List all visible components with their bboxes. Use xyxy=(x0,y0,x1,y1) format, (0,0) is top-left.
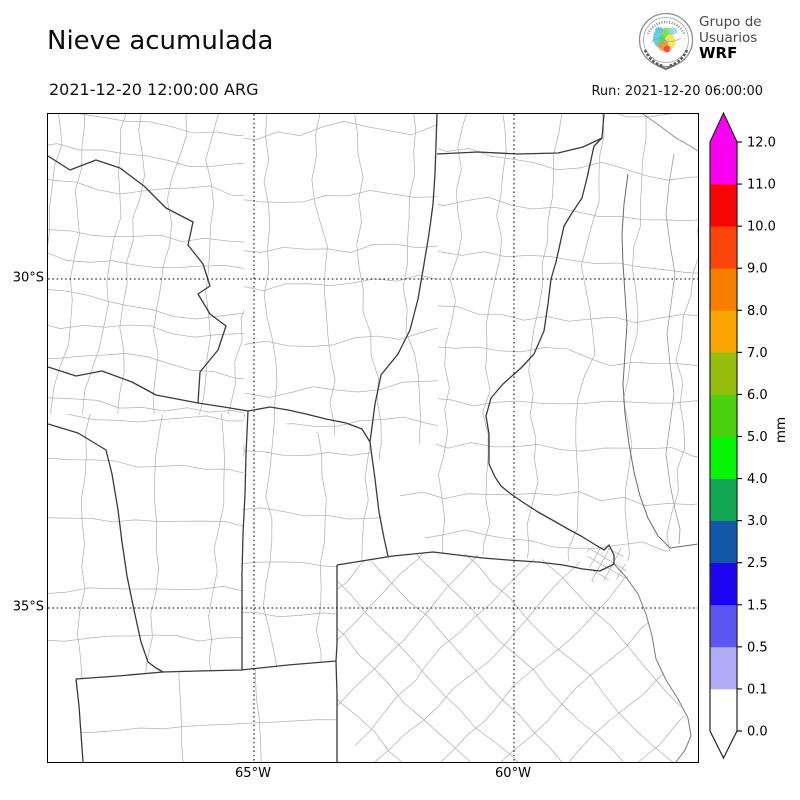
logo-line-2: Usuarios xyxy=(699,29,758,46)
valid-time-label: 2021-12-20 12:00:00 ARG xyxy=(49,80,259,99)
colorbar-segment xyxy=(710,310,737,353)
department-boundaries-region xyxy=(48,114,244,414)
colorbar-segment xyxy=(710,478,737,522)
colorbar-segment xyxy=(710,520,737,564)
colorbar-segment xyxy=(710,268,737,311)
run-time-label: Run: 2021-12-20 06:00:00 xyxy=(591,84,763,99)
department-boundaries-region xyxy=(76,661,336,762)
wrf-logo-seal-icon xyxy=(638,12,694,71)
province-boundaries xyxy=(48,114,615,762)
colorbar-segment xyxy=(710,184,737,227)
colorbar-segment xyxy=(710,604,737,648)
colorbar-tick-label: 10.0 xyxy=(747,220,776,235)
colorbar-unit-label: mm xyxy=(773,416,790,444)
colorbar-tick-label: 11.0 xyxy=(747,178,776,193)
page-title: Nieve acumulada xyxy=(47,26,274,56)
colorbar-tick-label: 3.0 xyxy=(747,514,768,529)
colorbar-tick-label: 6.0 xyxy=(747,388,768,403)
logo-line-1: Grupo de xyxy=(699,14,762,30)
colorbar-tick-label: 8.0 xyxy=(747,304,768,319)
map-plot-area xyxy=(47,113,699,763)
colorbar-tick-label: 4.0 xyxy=(747,472,768,487)
colorbar-tick-label: 12.0 xyxy=(747,136,776,151)
colorbar-tick-label: 0.0 xyxy=(747,725,768,740)
colorbar-segment xyxy=(710,226,737,269)
colorbar-tick-label: 0.1 xyxy=(747,682,768,697)
colorbar-segment xyxy=(710,142,737,185)
y-axis-tick-label: 30°S xyxy=(12,270,44,286)
rivers-and-coastline xyxy=(613,114,698,762)
department-boundaries-region xyxy=(370,114,698,564)
department-boundaries-region xyxy=(48,414,244,679)
department-boundaries-region xyxy=(244,114,438,444)
colorbar-segment xyxy=(710,352,737,395)
colorbar-tick-label: 2.5 xyxy=(747,556,768,571)
colorbar-segment xyxy=(710,394,737,437)
graticule-dotted-lines xyxy=(48,114,698,762)
x-axis-tick-label: 65°W xyxy=(235,766,271,781)
colorbar-tick-label: 1.5 xyxy=(747,598,768,613)
colorbar-segment xyxy=(710,562,737,606)
colorbar-tick-label: 5.0 xyxy=(747,430,768,445)
colorbar-tick-label: 7.0 xyxy=(747,346,768,361)
colorbar-segment xyxy=(710,646,737,690)
logo-line-wrf: WRF xyxy=(699,44,738,62)
colorbar-under-arrow xyxy=(710,731,737,758)
colorbar-segment xyxy=(710,688,737,732)
x-axis-tick-label: 60°W xyxy=(495,766,531,781)
colorbar-scale: 0.0 0.1 0.5 1.5 2.5 3.0 4.0 5.0 6.0 7.0 8.0 9.0 10.0… xyxy=(709,111,776,760)
department-boundaries-region xyxy=(586,548,628,582)
wrf-users-group-logo: Grupo de Usuarios WRF xyxy=(637,12,797,76)
colorbar-over-arrow xyxy=(710,113,737,142)
y-axis-tick-label: 35°S xyxy=(12,599,44,615)
colorbar-tick-label: 0.5 xyxy=(747,640,768,655)
department-boundaries-region xyxy=(241,414,388,670)
colorbar: 0.0 0.1 0.5 1.5 2.5 3.0 4.0 5.0 6.0 7.0 8.0 9.0 10.0… xyxy=(700,104,800,784)
colorbar-segment xyxy=(710,436,737,479)
colorbar-tick-label: 9.0 xyxy=(747,262,768,277)
argentina-provinces-map xyxy=(48,114,698,762)
wrf-logo-text: Grupo de Usuarios WRF xyxy=(699,14,762,62)
